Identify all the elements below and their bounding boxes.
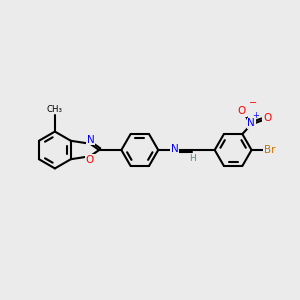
Text: H: H <box>189 154 196 163</box>
Text: Br: Br <box>264 145 276 155</box>
Text: O: O <box>263 113 271 123</box>
Text: O: O <box>238 106 246 116</box>
Text: N: N <box>171 144 178 154</box>
Text: CH₃: CH₃ <box>47 105 63 114</box>
Text: N: N <box>87 135 94 145</box>
Text: +: + <box>253 111 260 120</box>
Text: −: − <box>249 98 257 108</box>
Text: O: O <box>85 155 94 165</box>
Text: N: N <box>248 118 255 128</box>
